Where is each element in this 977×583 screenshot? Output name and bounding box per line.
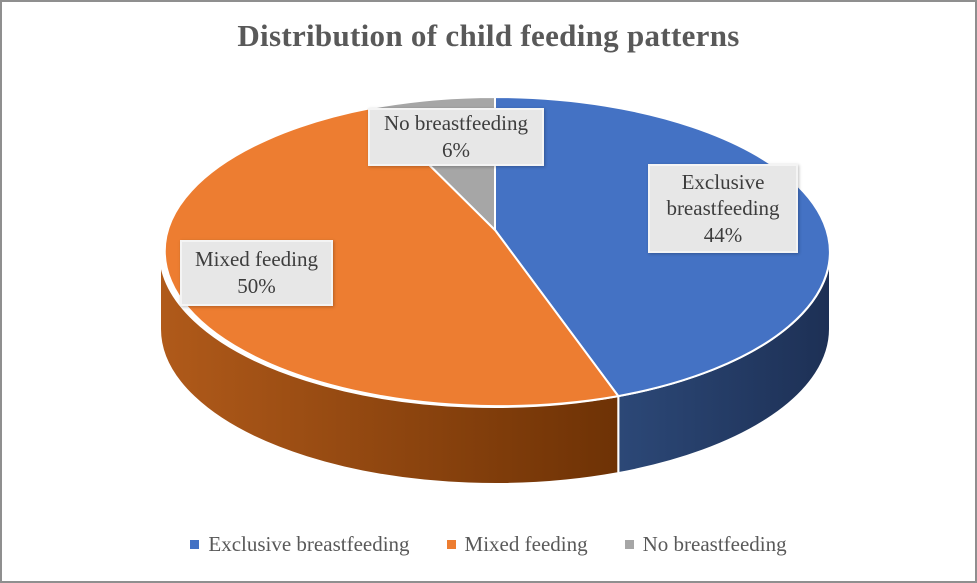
legend-label: Exclusive breastfeeding [208, 531, 410, 556]
data-label-mixed-feeding: Mixed feeding 50% [180, 240, 333, 306]
legend-marker-mixed-icon [446, 539, 456, 549]
legend-marker-exclusive-icon [190, 539, 200, 549]
data-label-category: Mixed feeding [194, 247, 319, 272]
data-label-category: Exclusive breastfeeding [666, 169, 780, 221]
data-label-percent: 44% [703, 222, 743, 247]
legend-label: Mixed feeding [464, 531, 588, 556]
data-label-percent: 50% [237, 274, 276, 298]
legend-item-exclusive-breastfeeding: Exclusive breastfeeding [190, 531, 410, 557]
legend-item-mixed-feeding: Mixed feeding [446, 531, 588, 557]
data-label-category: No breastfeeding [383, 111, 529, 136]
legend: Exclusive breastfeeding Mixed feeding No… [2, 529, 975, 559]
data-label-percent: 6% [442, 138, 470, 162]
legend-label: No breastfeeding [642, 531, 787, 556]
data-label-exclusive-breastfeeding: Exclusive breastfeeding 44% [648, 164, 798, 253]
legend-marker-no-icon [624, 539, 634, 549]
chart-title: Distribution of child feeding patterns [237, 18, 740, 53]
legend-item-no-breastfeeding: No breastfeeding [624, 531, 787, 557]
data-label-no-breastfeeding: No breastfeeding 6% [368, 108, 544, 166]
